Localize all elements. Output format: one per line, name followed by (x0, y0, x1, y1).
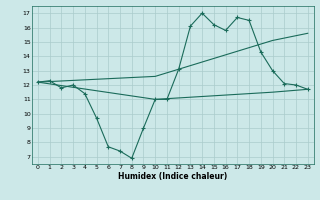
X-axis label: Humidex (Indice chaleur): Humidex (Indice chaleur) (118, 172, 228, 181)
